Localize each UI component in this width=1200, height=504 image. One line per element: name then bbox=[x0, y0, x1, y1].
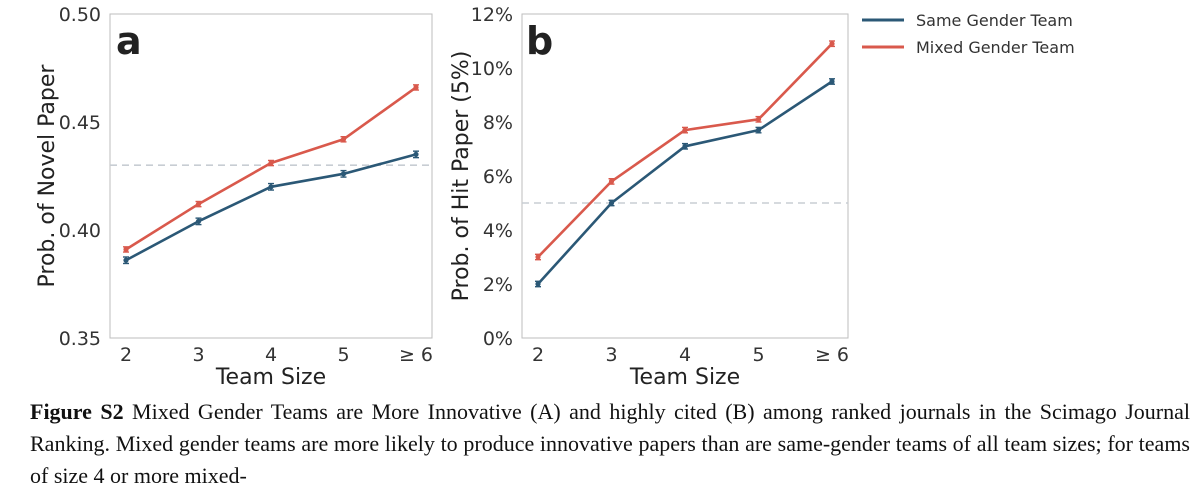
data-point bbox=[755, 116, 762, 122]
panel-letter: b bbox=[526, 19, 553, 63]
data-point bbox=[682, 127, 688, 133]
data-point bbox=[829, 41, 835, 47]
data-point bbox=[268, 160, 274, 166]
data-point bbox=[608, 178, 615, 184]
data-point bbox=[682, 143, 688, 149]
y-tick-label: 0.50 bbox=[59, 4, 101, 26]
x-tick-label: 3 bbox=[192, 344, 204, 366]
y-tick-label: 0.35 bbox=[59, 328, 101, 350]
legend-label: Mixed Gender Team bbox=[916, 38, 1075, 57]
y-tick-label: 0.40 bbox=[59, 220, 101, 242]
series-line-mixed-gender bbox=[125, 86, 417, 251]
x-tick-label: ≥ 6 bbox=[815, 344, 849, 366]
x-tick-label: 4 bbox=[265, 344, 277, 366]
x-axis-label: Team Size bbox=[629, 365, 740, 390]
x-tick-label: 5 bbox=[752, 344, 764, 366]
data-point bbox=[535, 254, 541, 260]
figure: 0.35 0.40 0.45 0.50 2 3 4 5 ≥ 6 Team Size Prob. of… bbox=[35, 4, 1075, 390]
series-line-mixed-gender bbox=[537, 42, 833, 258]
y-tick-label: 6% bbox=[483, 166, 513, 188]
data-point bbox=[413, 84, 419, 91]
y-tick-label: 10% bbox=[471, 58, 513, 80]
series-line-same-gender bbox=[537, 80, 833, 285]
x-tick-label: ≥ 6 bbox=[399, 344, 433, 366]
y-tick-label: 12% bbox=[471, 4, 513, 26]
chart-canvas: 0.35 0.40 0.45 0.50 2 3 4 5 ≥ 6 Team Size Prob. of… bbox=[35, 4, 1075, 390]
y-axis-label: Prob. of Novel Paper bbox=[35, 64, 60, 288]
data-point bbox=[829, 78, 835, 85]
data-point bbox=[195, 201, 202, 207]
y-tick-label: 2% bbox=[483, 274, 513, 296]
plot-frame-a bbox=[109, 13, 433, 339]
caption-text: Mixed Gender Teams are More Innovative (… bbox=[30, 399, 1190, 488]
data-point bbox=[340, 171, 347, 177]
x-tick-label: 4 bbox=[679, 344, 691, 366]
x-tick-label: 3 bbox=[605, 344, 617, 366]
caption-label: Figure S2 bbox=[30, 399, 124, 424]
data-point bbox=[755, 127, 762, 133]
legend-label: Same Gender Team bbox=[916, 11, 1073, 30]
y-tick-label: 0.45 bbox=[59, 112, 101, 134]
data-point bbox=[268, 184, 274, 190]
panel-letter: a bbox=[116, 19, 142, 63]
data-point bbox=[535, 281, 541, 287]
series-line-same-gender bbox=[125, 153, 417, 262]
y-tick-label: 4% bbox=[483, 220, 513, 242]
y-tick-label: 0% bbox=[483, 328, 513, 350]
data-point bbox=[123, 246, 129, 253]
plot-frame-b bbox=[521, 13, 849, 339]
x-axis-label: Team Size bbox=[215, 365, 326, 390]
data-point bbox=[413, 151, 419, 157]
y-axis-label: Prob. of Hit Paper (5%) bbox=[449, 51, 474, 302]
data-point bbox=[340, 136, 347, 142]
x-tick-label: 5 bbox=[337, 344, 349, 366]
y-tick-label: 8% bbox=[483, 112, 513, 134]
figure-caption: Figure S2 Mixed Gender Teams are More In… bbox=[30, 396, 1190, 492]
data-point bbox=[123, 257, 129, 263]
x-tick-label: 2 bbox=[120, 344, 132, 366]
data-point bbox=[195, 218, 202, 224]
x-tick-label: 2 bbox=[532, 344, 544, 366]
data-point bbox=[608, 200, 615, 206]
